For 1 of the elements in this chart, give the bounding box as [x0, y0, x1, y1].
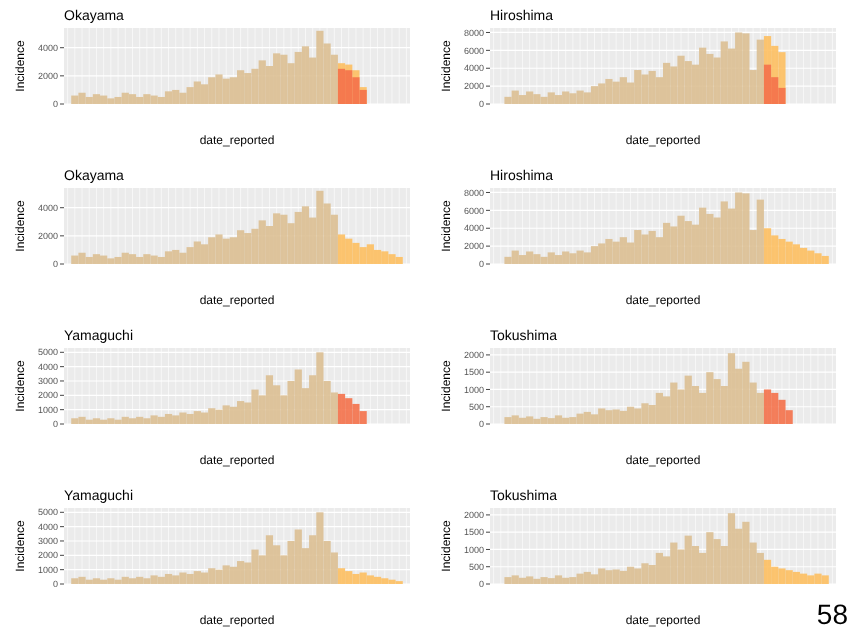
- text: 58: [816, 598, 849, 630]
